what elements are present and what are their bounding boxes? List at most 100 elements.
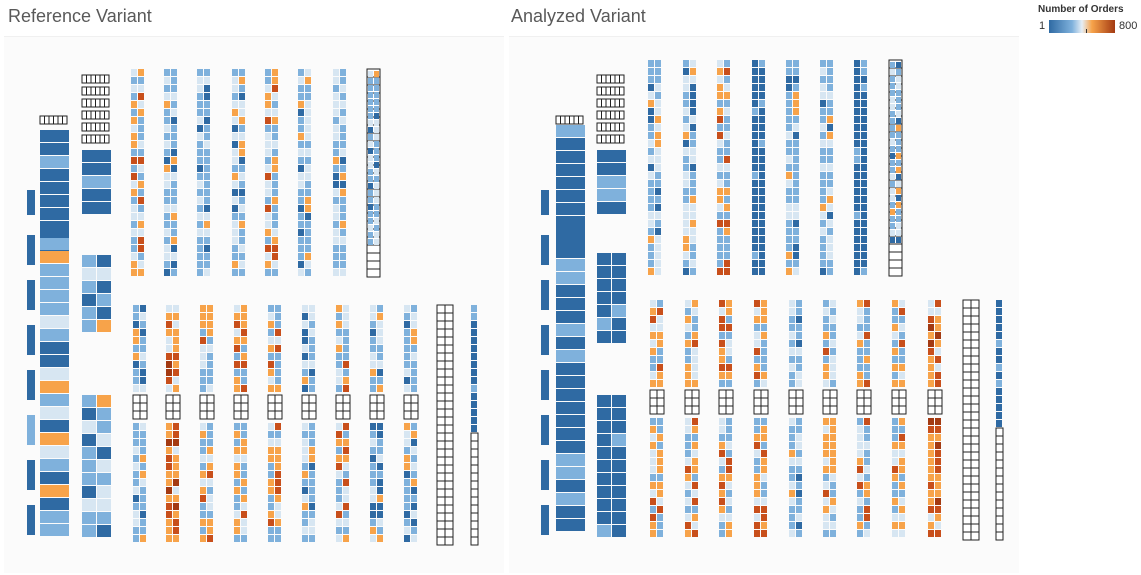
lower-rack-bin	[275, 487, 281, 494]
lower-rack-bin	[302, 487, 308, 494]
lower-rack-bin	[173, 471, 179, 478]
upper-rack-bin	[690, 172, 696, 179]
upper-rack-bin	[690, 260, 696, 267]
upper-rack-bin	[204, 77, 210, 84]
upper-rack-bin	[820, 172, 826, 179]
upper-rack-bin	[265, 253, 271, 260]
upper-rack-bin	[717, 140, 723, 147]
upper-rack-bin	[298, 93, 304, 100]
lower-rack-bin	[685, 308, 691, 315]
lower-rack-bin	[928, 458, 934, 465]
narrow-rack-bin	[996, 340, 1002, 347]
upper-rack-bin	[232, 197, 238, 204]
upper-rack-bin	[298, 205, 304, 212]
side-block	[597, 447, 611, 459]
upper-rack-bin	[340, 205, 346, 212]
lower-rack-bin	[928, 300, 934, 307]
lower-rack-bin	[302, 495, 308, 502]
upper-rack-bin	[793, 228, 799, 235]
lower-rack-bin	[650, 514, 656, 521]
upper-rack-bin	[827, 108, 833, 115]
lower-rack-bin	[796, 458, 802, 465]
upper-rack-bin	[368, 211, 373, 217]
lower-rack-bin	[234, 329, 240, 336]
side-block	[612, 408, 626, 420]
upper-rack-bin	[890, 76, 895, 82]
upper-rack-bin	[197, 197, 203, 204]
upper-rack-bin	[683, 92, 689, 99]
lower-rack-bin	[754, 324, 760, 331]
lower-rack-bin	[719, 442, 725, 449]
upper-rack-bin	[752, 268, 758, 275]
upper-rack-bin	[204, 205, 210, 212]
lower-rack-bin	[657, 434, 663, 441]
upper-rack-bin	[724, 68, 730, 75]
upper-rack-bin	[333, 197, 339, 204]
upper-rack-bin	[793, 268, 799, 275]
lower-rack-bin	[892, 418, 898, 425]
lower-rack-bin	[892, 482, 898, 489]
lower-rack-bin	[302, 527, 308, 534]
lower-rack-bin	[133, 337, 139, 344]
upper-rack-bin	[752, 84, 758, 91]
lower-rack-bin	[928, 506, 934, 513]
lower-rack-bin	[200, 313, 206, 320]
lower-rack-bin	[302, 345, 308, 352]
upper-rack-bin	[138, 77, 144, 84]
lower-rack-bin	[830, 308, 836, 315]
lower-rack-bin	[935, 372, 941, 379]
lower-rack-bin	[892, 324, 898, 331]
upper-rack-bin	[374, 225, 379, 231]
side-block	[40, 195, 69, 207]
lower-rack-bin	[830, 300, 836, 307]
lower-rack-bin	[892, 364, 898, 371]
lower-rack-bin	[302, 479, 308, 486]
upper-rack-bin	[138, 157, 144, 164]
lower-rack-bin	[411, 527, 417, 534]
upper-rack-bin	[861, 260, 867, 267]
lower-rack-bin	[207, 439, 213, 446]
lower-rack-bin	[719, 380, 725, 387]
upper-rack-bin	[138, 205, 144, 212]
lower-rack-bin	[268, 527, 274, 534]
side-block	[97, 307, 111, 319]
upper-rack-bin	[374, 204, 379, 210]
upper-rack-bin	[854, 204, 860, 211]
lower-rack-bin	[935, 340, 941, 347]
lower-rack-bin	[928, 498, 934, 505]
side-block	[612, 512, 626, 524]
thin-bar	[541, 370, 549, 400]
lower-rack-bin	[864, 458, 870, 465]
lower-rack-bin	[692, 380, 698, 387]
legend-gradient	[1049, 20, 1115, 33]
upper-rack-bin	[131, 109, 137, 116]
upper-rack-bin	[896, 146, 901, 152]
upper-rack-bin	[340, 181, 346, 188]
thin-bar	[541, 505, 549, 535]
lower-rack-bin	[754, 442, 760, 449]
lower-rack-bin	[892, 380, 898, 387]
lower-rack-bin	[754, 332, 760, 339]
lower-rack-bin	[928, 316, 934, 323]
upper-rack-bin	[820, 84, 826, 91]
lower-rack-bin	[761, 506, 767, 513]
upper-rack-bin	[759, 148, 765, 155]
upper-rack-bin	[333, 149, 339, 156]
side-block	[556, 363, 585, 375]
thin-bar	[541, 235, 549, 265]
lower-rack-bin	[789, 450, 795, 457]
upper-rack-bin	[298, 109, 304, 116]
small-shelf	[81, 122, 110, 132]
lower-rack-bin	[173, 447, 179, 454]
empty-rack-narrow	[995, 427, 1004, 541]
lower-rack-bin	[268, 423, 274, 430]
upper-rack-bin	[786, 228, 792, 235]
side-block	[40, 303, 69, 315]
lower-rack-bin	[857, 364, 863, 371]
upper-rack-bin	[854, 188, 860, 195]
lower-rack-bin	[411, 535, 417, 542]
upper-rack-bin	[890, 202, 895, 208]
lower-rack-bin	[935, 466, 941, 473]
upper-rack-bin	[752, 60, 758, 67]
lower-rack-bin	[234, 511, 240, 518]
